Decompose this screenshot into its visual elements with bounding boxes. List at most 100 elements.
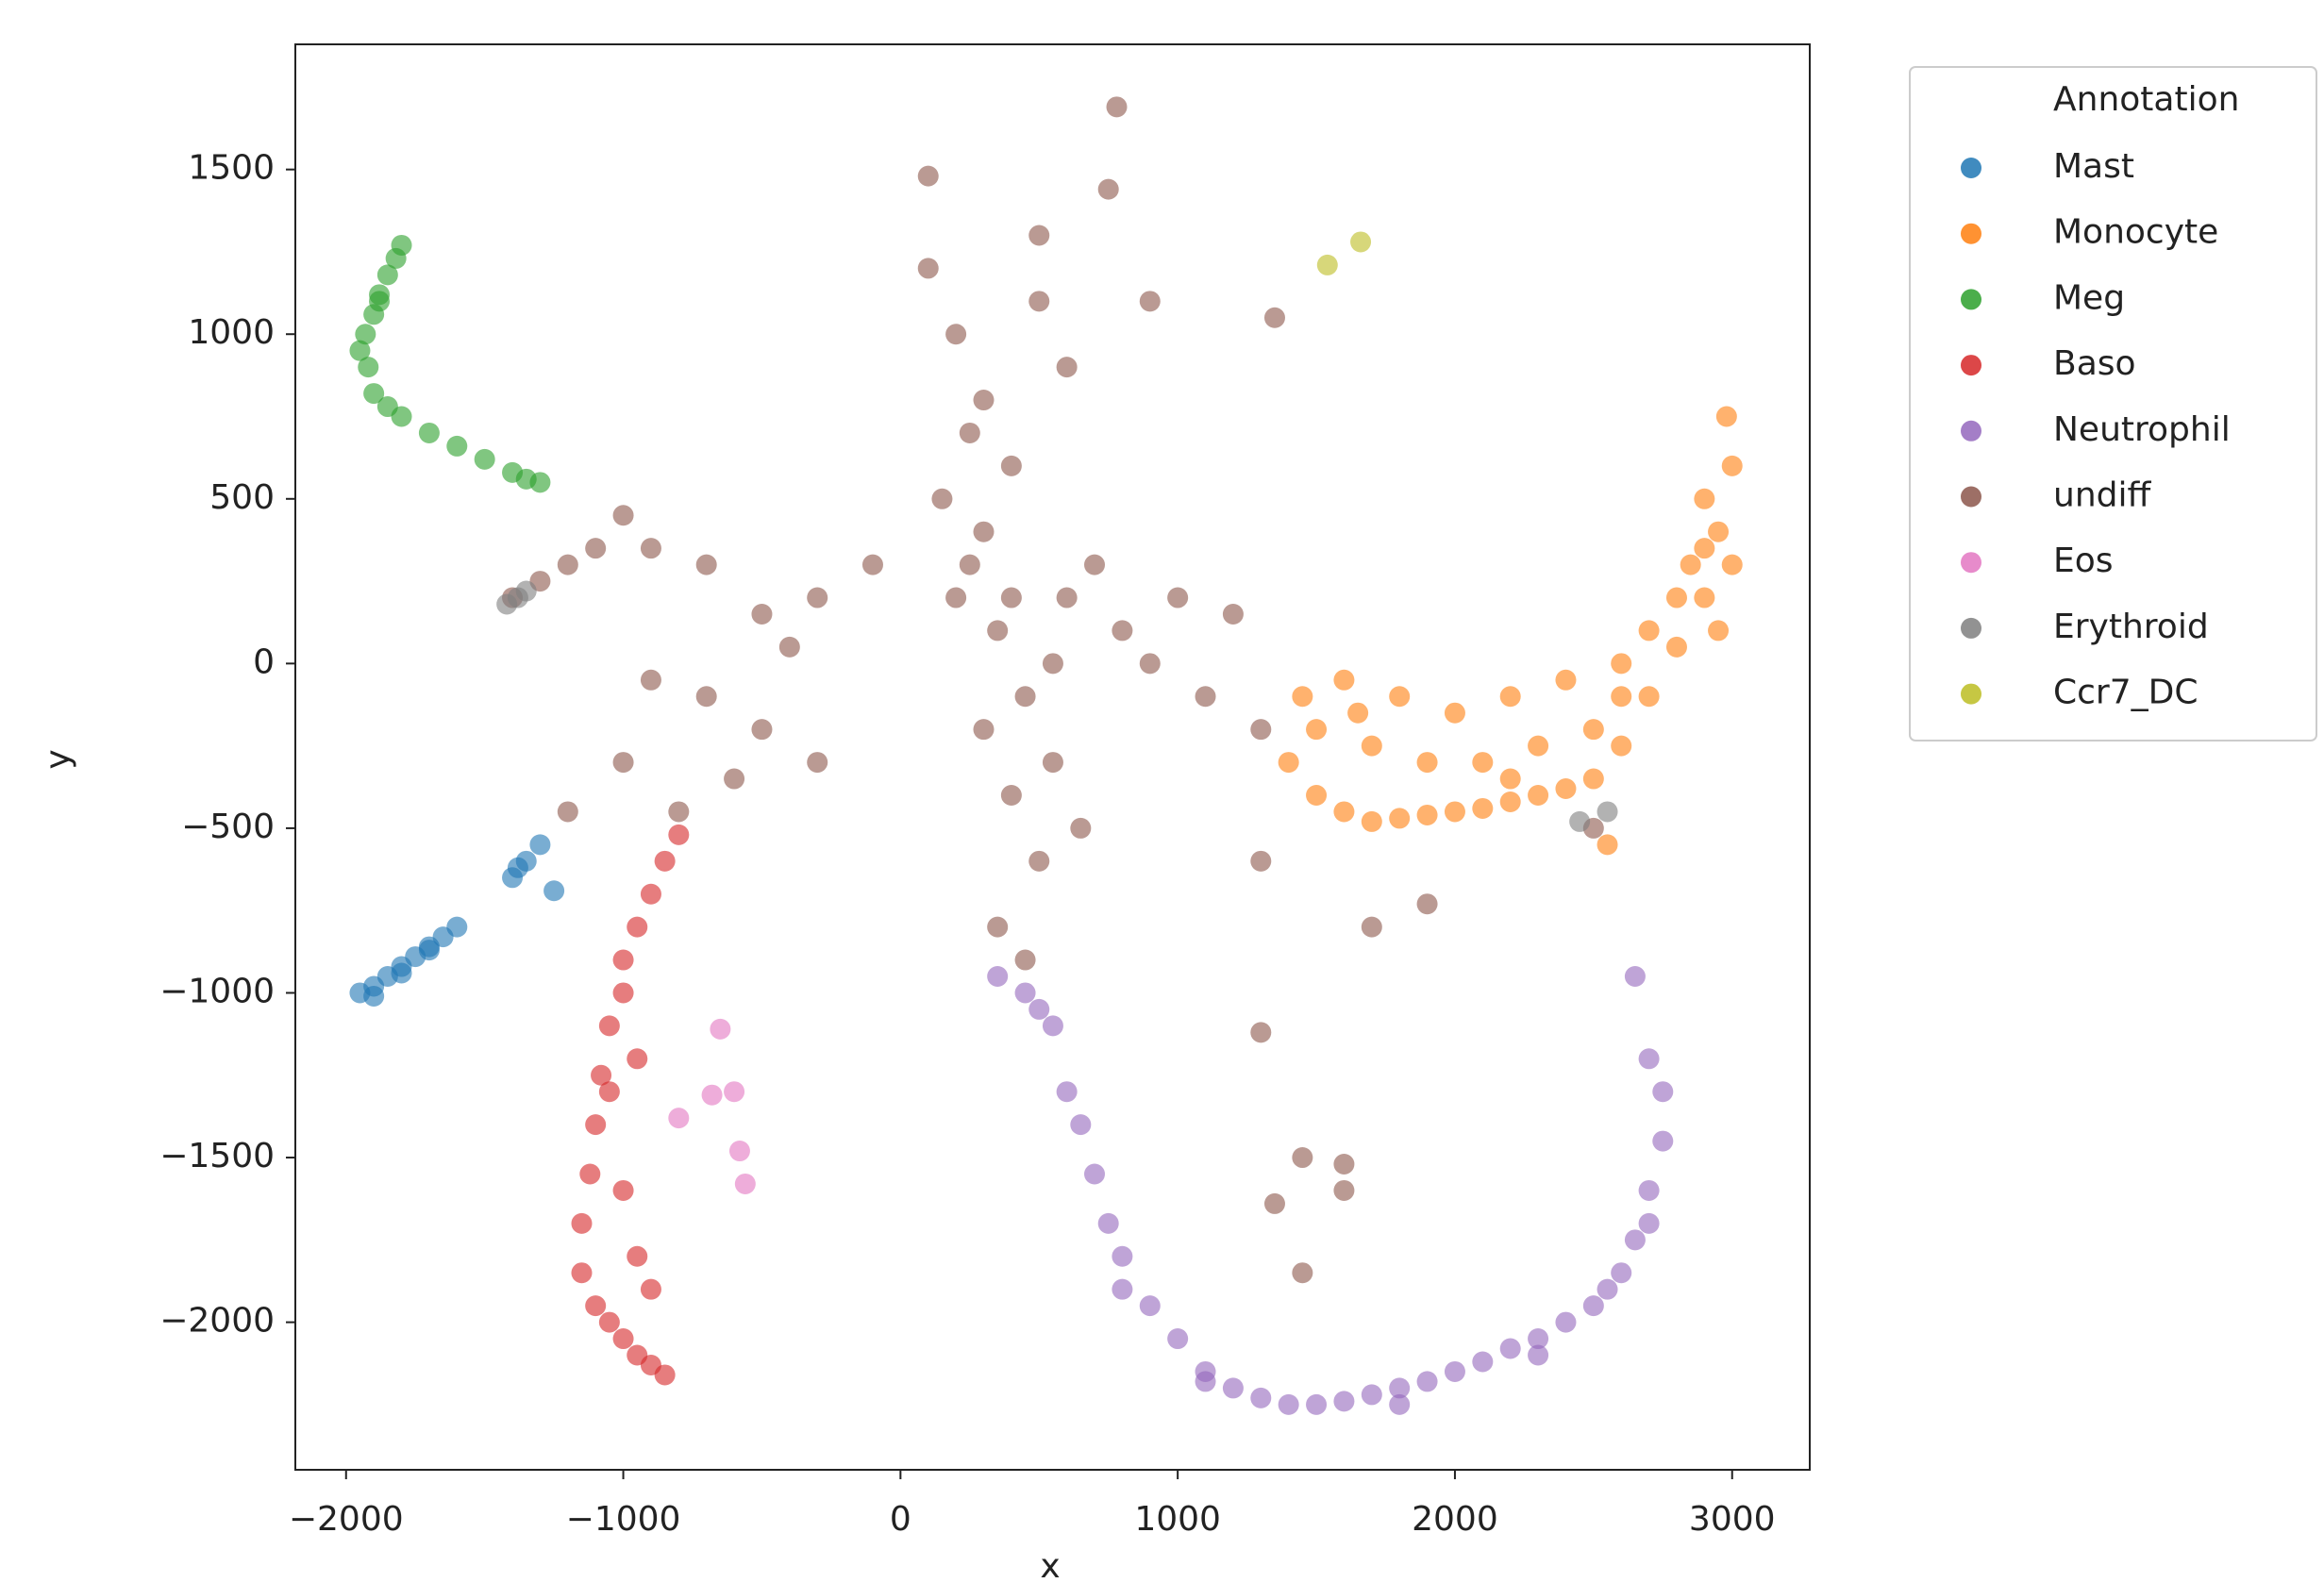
point xyxy=(1107,96,1128,117)
point xyxy=(627,917,647,938)
point xyxy=(1611,653,1631,674)
point xyxy=(1694,538,1714,558)
point xyxy=(599,1015,620,1036)
point xyxy=(358,357,378,377)
point xyxy=(696,555,717,575)
point xyxy=(613,982,634,1003)
x-tick-label: 3000 xyxy=(1689,1500,1776,1539)
point xyxy=(1694,489,1714,509)
point xyxy=(918,258,939,278)
point xyxy=(1708,522,1729,542)
point xyxy=(1716,407,1737,427)
point xyxy=(1306,719,1327,740)
point xyxy=(1597,1279,1618,1300)
legend-label: Neutrophil xyxy=(2053,410,2231,449)
y-tick-label: −1500 xyxy=(159,1137,275,1175)
point xyxy=(1666,588,1687,608)
point xyxy=(1583,1295,1604,1316)
point xyxy=(377,264,398,285)
point xyxy=(1057,1081,1078,1102)
point xyxy=(1652,1081,1673,1102)
point xyxy=(1611,1262,1631,1283)
x-tick-label: 2000 xyxy=(1412,1500,1498,1539)
point xyxy=(1445,703,1465,724)
point xyxy=(613,505,634,525)
point xyxy=(1333,1154,1354,1175)
point xyxy=(508,858,528,878)
point xyxy=(945,588,966,608)
point xyxy=(1112,1279,1132,1300)
point xyxy=(1389,686,1410,707)
point xyxy=(1597,834,1618,855)
point xyxy=(1306,785,1327,806)
point xyxy=(1611,736,1631,757)
point xyxy=(1057,588,1078,608)
point xyxy=(571,1213,592,1234)
point xyxy=(1597,801,1618,822)
legend-label: Meg xyxy=(2053,278,2125,317)
point xyxy=(419,940,440,960)
point xyxy=(446,917,467,938)
point xyxy=(960,555,980,575)
point xyxy=(779,637,800,658)
y-tick-label: −2000 xyxy=(159,1302,275,1341)
point xyxy=(1694,588,1714,608)
y-tick-label: −500 xyxy=(181,808,275,846)
point xyxy=(918,166,939,187)
point xyxy=(1195,1371,1216,1391)
point xyxy=(724,769,744,790)
point xyxy=(1528,1345,1548,1366)
point xyxy=(1417,893,1438,914)
point xyxy=(1043,752,1063,773)
point xyxy=(1569,811,1590,832)
point xyxy=(1362,1384,1382,1405)
point xyxy=(1417,752,1438,773)
point xyxy=(1264,1193,1285,1214)
point xyxy=(1625,1229,1646,1250)
point xyxy=(1333,1391,1354,1411)
point xyxy=(862,555,883,575)
point xyxy=(1001,588,1022,608)
point xyxy=(1555,778,1576,799)
point xyxy=(1333,801,1354,822)
point xyxy=(1043,1015,1063,1036)
point xyxy=(973,719,994,740)
point xyxy=(696,686,717,707)
point xyxy=(1362,811,1382,832)
point xyxy=(1472,798,1493,819)
point xyxy=(702,1085,723,1106)
point xyxy=(987,620,1008,641)
point xyxy=(1333,1180,1354,1201)
legend-label: Mast xyxy=(2053,147,2134,186)
point xyxy=(1043,653,1063,674)
point xyxy=(1639,686,1660,707)
chart: x y −2000−10000100020003000−2000−1500−10… xyxy=(0,0,2324,1583)
point xyxy=(558,801,578,822)
point xyxy=(1001,785,1022,806)
point xyxy=(987,917,1008,938)
y-tick-label: −1000 xyxy=(159,972,275,1010)
x-tick-label: 0 xyxy=(890,1500,911,1539)
point xyxy=(1098,1213,1119,1234)
legend-marker xyxy=(1961,552,1981,573)
point xyxy=(613,752,634,773)
point xyxy=(1167,588,1188,608)
point xyxy=(668,1108,689,1128)
point xyxy=(1279,1394,1299,1415)
y-tick-label: 500 xyxy=(209,478,275,517)
y-axis-label: y xyxy=(39,749,77,769)
point xyxy=(1500,792,1521,812)
legend-marker xyxy=(1961,421,1981,442)
legend-marker xyxy=(1961,289,1981,309)
point xyxy=(1350,231,1371,252)
point xyxy=(599,1081,620,1102)
point xyxy=(1250,719,1271,740)
legend-title: Annotation xyxy=(2053,80,2239,119)
point xyxy=(613,1328,634,1349)
point xyxy=(1084,555,1105,575)
point xyxy=(1084,1163,1105,1184)
point xyxy=(1639,1048,1660,1069)
point xyxy=(1362,736,1382,757)
point xyxy=(1708,620,1729,641)
x-tick-label: −2000 xyxy=(289,1500,404,1539)
